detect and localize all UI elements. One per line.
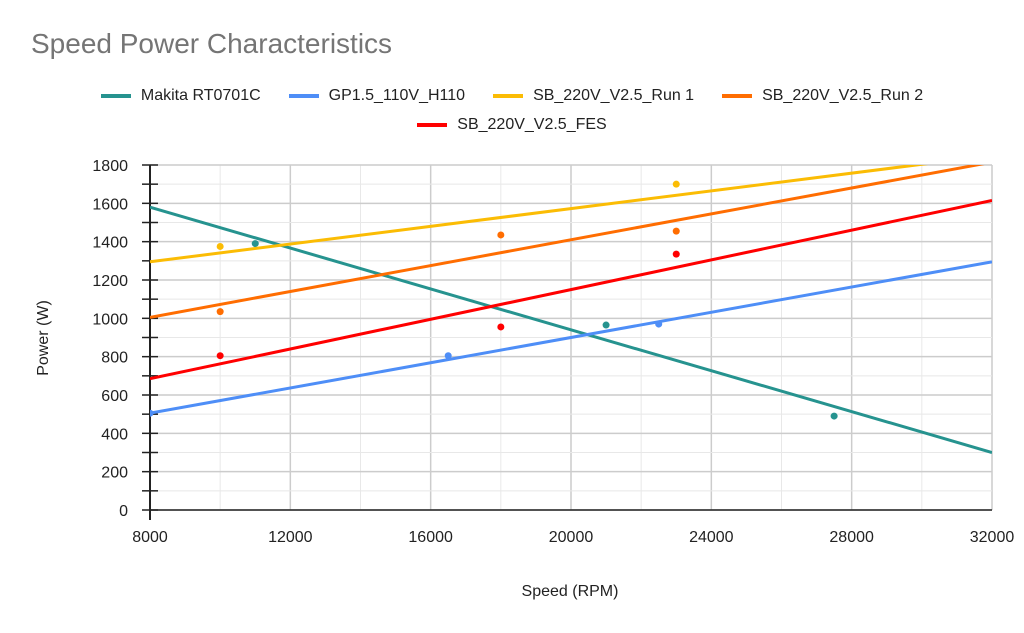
legend-swatch — [493, 94, 524, 98]
legend-item[interactable]: SB_220V_V2.5_Run 2 — [722, 87, 923, 105]
data-point — [216, 352, 224, 360]
legend-row-1: Makita RT0701C GP1.5_110V_H110 SB_220V_V… — [0, 87, 1024, 105]
y-axis-label: Power (W) — [35, 300, 52, 376]
data-point — [672, 180, 680, 188]
legend-row-2: SB_220V_V2.5_FES — [0, 116, 1024, 134]
trendline — [150, 260, 992, 415]
legend-swatch — [417, 123, 448, 127]
y-tick-label: 1000 — [92, 311, 128, 328]
x-axis-label: Speed (RPM) — [522, 583, 619, 600]
legend-label: SB_220V_V2.5_Run 1 — [533, 87, 695, 104]
data-point — [602, 321, 610, 329]
y-tick-label: 0 — [119, 503, 128, 520]
trendline — [150, 165, 985, 319]
data-point — [216, 308, 224, 316]
data-point — [497, 231, 505, 239]
trendline — [150, 165, 929, 264]
legend-item[interactable]: SB_220V_V2.5_FES — [417, 116, 607, 134]
legend-swatch — [100, 94, 131, 98]
data-point — [672, 250, 680, 258]
x-tick-label: 24000 — [689, 529, 734, 546]
legend-item[interactable]: SB_220V_V2.5_Run 1 — [493, 87, 694, 105]
x-tick-label: 32000 — [970, 529, 1015, 546]
data-point — [251, 240, 259, 248]
data-point — [830, 412, 838, 420]
legend-label: GP1.5_110V_H110 — [328, 87, 466, 104]
data-point — [655, 320, 663, 328]
y-tick-label: 600 — [101, 388, 128, 405]
y-tick-label: 1200 — [92, 273, 128, 290]
legend-item[interactable]: GP1.5_110V_H110 — [288, 87, 466, 105]
y-tick-label: 1400 — [92, 235, 128, 252]
trendline — [150, 205, 992, 454]
legend-label: SB_220V_V2.5_FES — [457, 116, 607, 133]
data-point — [672, 227, 680, 235]
y-tick-label: 800 — [101, 350, 128, 367]
x-tick-label: 12000 — [268, 529, 313, 546]
x-tick-label: 20000 — [549, 529, 594, 546]
y-tick-label: 200 — [101, 465, 128, 482]
trendline — [150, 198, 992, 381]
y-tick-label: 1800 — [92, 158, 128, 175]
legend-item[interactable]: Makita RT0701C — [100, 87, 261, 105]
x-tick-label: 28000 — [829, 529, 874, 546]
legend-label: SB_220V_V2.5_Run 2 — [762, 87, 924, 104]
legend-label: Makita RT0701C — [140, 87, 261, 104]
data-point — [444, 352, 452, 360]
legend-swatch — [722, 94, 753, 98]
data-point — [216, 242, 224, 250]
x-tick-label: 16000 — [408, 529, 453, 546]
data-point — [150, 409, 154, 417]
chart-title: Speed Power Characteristics — [31, 28, 393, 59]
data-point — [497, 323, 505, 331]
legend-swatch — [288, 94, 319, 98]
y-tick-label: 1600 — [92, 196, 128, 213]
y-tick-label: 400 — [101, 426, 128, 443]
x-tick-label: 8000 — [132, 529, 168, 546]
